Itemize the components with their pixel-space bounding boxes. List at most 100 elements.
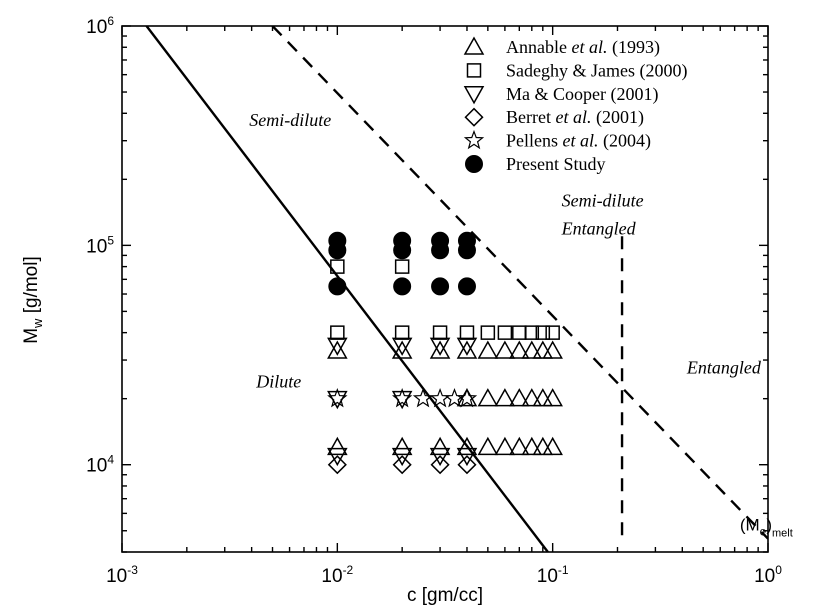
data-point-triangle-up	[509, 388, 530, 407]
legend-marker-square	[466, 63, 482, 78]
data-point-star	[391, 387, 413, 408]
data-point-circle-filled	[328, 241, 347, 260]
y-tick-label: 105	[86, 233, 114, 257]
legend-label: Berret et al. (2001)	[506, 107, 644, 128]
data-point-triangle-up	[494, 436, 516, 456]
data-point-square	[432, 325, 448, 340]
legend-label: Annable et al. (1993)	[506, 37, 660, 58]
x-tick-label: 10-1	[537, 563, 569, 587]
legend-marker-triangle-up	[463, 36, 485, 55]
data-point-star	[412, 387, 434, 408]
reference-lines	[145, 26, 768, 552]
data-point-triangle-down	[327, 337, 348, 356]
legend-marker-star	[463, 129, 485, 150]
data-point-square	[524, 325, 540, 340]
melt-label: (Me)melt	[740, 516, 793, 540]
data-point-triangle-down	[429, 447, 451, 467]
legend-label: Ma & Cooper (2001)	[506, 84, 658, 105]
axis-ticks	[121, 25, 769, 553]
data-point-triangle-up	[327, 340, 348, 359]
data-point-circle-filled	[328, 277, 347, 296]
data-point-triangle-down	[327, 390, 348, 410]
data-point-square	[535, 325, 551, 340]
y-tick-label: 106	[86, 14, 114, 38]
legend: Annable et al. (1993)Sadeghy & James (20…	[463, 36, 687, 174]
data-point-circle-filled	[393, 241, 412, 260]
data-point-triangle-up	[429, 340, 451, 359]
label-dilute: Dilute	[255, 371, 301, 391]
legend-label: Present Study	[506, 154, 606, 174]
data-point-square	[497, 325, 513, 340]
region-labels: Semi-dilute Semi-dilute Entangled Dilute Ent…	[249, 110, 793, 540]
x-tick-label: 10-2	[321, 563, 353, 587]
data-point-square	[459, 325, 475, 340]
data-point-triangle-up	[429, 436, 451, 456]
series-square	[330, 259, 560, 340]
data-point-triangle-up	[509, 340, 530, 359]
data-points	[327, 231, 563, 475]
data-point-triangle-up	[521, 388, 543, 407]
plot-frame	[121, 25, 769, 553]
data-point-triangle-up	[542, 388, 563, 407]
data-point-square	[330, 259, 345, 274]
data-point-circle-filled	[431, 277, 450, 296]
axis-tick-labels: 10-3 10-2 10-1 100 104 105 106	[86, 14, 782, 587]
x-tick-label: 100	[754, 563, 782, 587]
data-point-triangle-down	[391, 337, 413, 356]
legend-item: Sadeghy & James (2000)	[466, 60, 687, 81]
legend-marker-circle-filled	[465, 155, 483, 173]
data-point-triangle-up	[521, 436, 543, 456]
data-point-triangle-up	[477, 388, 499, 407]
data-point-triangle-down	[391, 447, 413, 467]
y-axis-label: Mw [g/mol]	[21, 256, 45, 344]
data-point-circle-filled	[431, 241, 450, 260]
x-axis-label: c [gm/cc]	[407, 585, 483, 606]
data-point-square	[394, 259, 410, 274]
data-point-triangle-down	[456, 447, 478, 467]
label-semi-dilute-entangled-2: Entangled	[561, 219, 637, 239]
legend-marker-triangle-down	[463, 86, 485, 105]
data-point-square	[480, 325, 496, 340]
data-point-diamond	[392, 455, 412, 475]
data-point-triangle-up	[542, 436, 563, 456]
series-circle-filled	[328, 231, 476, 296]
legend-marker-diamond	[464, 107, 484, 127]
overlap-line	[145, 26, 549, 552]
data-point-triangle-up	[494, 340, 516, 359]
data-point-triangle-up	[509, 436, 530, 456]
data-point-square	[545, 325, 560, 340]
data-point-triangle-down	[456, 337, 478, 356]
data-point-triangle-down	[391, 390, 413, 410]
data-point-triangle-up	[494, 388, 516, 407]
label-semi-dilute-entangled-1: Semi-dilute	[562, 191, 644, 211]
series-star	[327, 387, 478, 408]
legend-item: Ma & Cooper (2001)	[463, 84, 658, 105]
data-point-square	[512, 325, 527, 340]
data-point-star	[456, 387, 478, 408]
label-semi-dilute: Semi-dilute	[249, 110, 331, 130]
data-point-triangle-up	[456, 436, 478, 456]
data-point-triangle-down	[327, 447, 348, 467]
legend-label: Sadeghy & James (2000)	[506, 60, 687, 81]
data-point-circle-filled	[457, 277, 476, 296]
data-point-circle-filled	[457, 241, 476, 260]
data-point-triangle-up	[391, 436, 413, 456]
data-point-triangle-up	[521, 340, 543, 359]
x-tick-label: 10-3	[106, 563, 138, 587]
data-point-diamond	[327, 455, 347, 475]
data-point-triangle-up	[327, 436, 348, 456]
series-diamond	[327, 455, 477, 475]
legend-item: Present Study	[465, 154, 606, 174]
legend-item: Pellens et al. (2004)	[463, 129, 651, 152]
data-point-triangle-up	[477, 340, 499, 359]
y-tick-label: 104	[86, 453, 114, 477]
data-point-triangle-up	[391, 340, 413, 359]
entanglement-line	[271, 26, 768, 540]
data-point-triangle-down	[429, 337, 451, 356]
data-point-square	[330, 325, 345, 340]
data-point-triangle-up	[456, 388, 478, 407]
data-point-square	[394, 325, 410, 340]
data-point-triangle-up	[477, 436, 499, 456]
legend-item: Annable et al. (1993)	[463, 36, 660, 58]
